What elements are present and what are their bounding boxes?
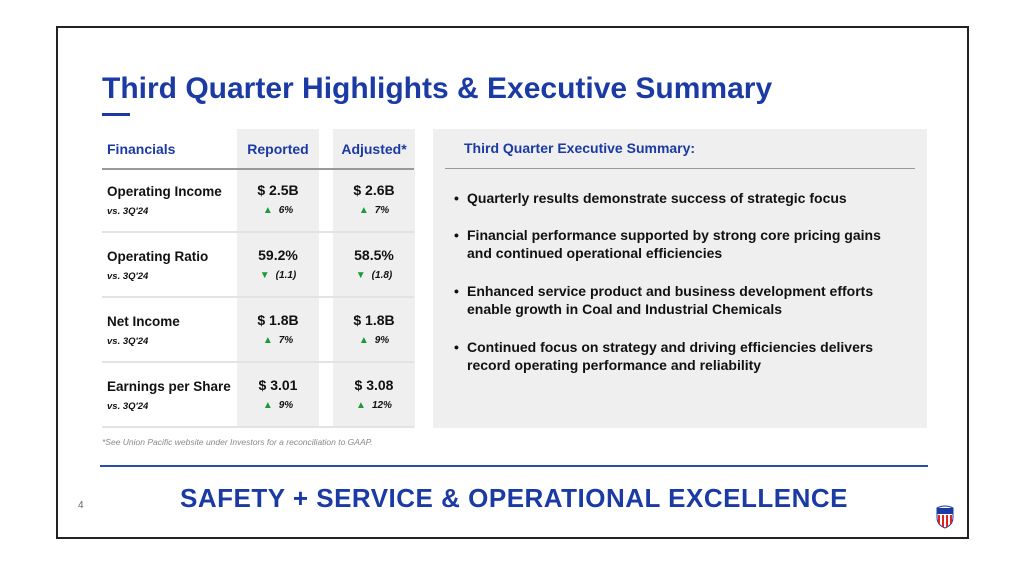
adjusted-value: 58.5% [354,247,394,263]
header-financials: Financials [107,141,176,157]
row-label: Earnings per Share [107,379,231,394]
adjusted-change: ▲ 9% [333,335,415,346]
row-divider [102,231,414,233]
header-reported: Reported [247,141,309,157]
header-divider [102,168,414,170]
triangle-up-icon: ▲ [356,400,366,411]
summary-bullet: Continued focus on strategy and driving … [454,338,907,374]
slide-frame [56,26,969,539]
adjusted-value: $ 2.6B [353,182,395,198]
reported-value: $ 1.8B [257,312,299,328]
reported-column-bg [237,129,319,428]
summary-panel [433,129,927,428]
reported-change: ▲ 7% [237,335,319,346]
reported-change: ▲ 6% [237,205,319,216]
triangle-up-icon: ▲ [262,205,273,216]
row-comparison-label: vs. 3Q'24 [107,206,149,217]
adjusted-change: ▲ 7% [333,205,415,216]
footer-tagline: SAFETY + SERVICE & OPERATIONAL EXCELLENC… [180,483,848,513]
change-value: 9% [278,400,294,411]
row-label: Operating Income [107,184,222,199]
row-label: Operating Ratio [107,249,209,264]
triangle-up-icon: ▲ [262,335,273,346]
page-number: 4 [78,500,84,511]
union-pacific-shield-logo [935,505,955,534]
reported-change: ▼ (1.1) [237,270,319,281]
summary-divider [445,168,915,169]
row-divider [102,296,414,298]
slide-title: Third Quarter Highlights & Executive Sum… [102,72,773,105]
triangle-down-icon: ▼ [259,270,270,281]
reported-value: $ 2.5B [257,182,299,198]
adjusted-value: $ 3.08 [354,377,394,393]
title-accent-bar [102,113,130,116]
adjusted-value: $ 1.8B [353,312,395,328]
row-comparison-label: vs. 3Q'24 [107,271,149,282]
adjusted-column-bg [333,129,415,428]
header-adjusted: Adjusted* [341,141,407,157]
change-value: 7% [278,335,294,346]
row-label: Net Income [107,314,180,329]
footnote: *See Union Pacific website under Investo… [102,437,373,447]
summary-bullet: Quarterly results demonstrate success of… [454,189,907,207]
row-divider [102,426,414,428]
row-comparison-label: vs. 3Q'24 [107,401,149,412]
footer-divider [100,465,928,467]
change-value: (1.8) [371,270,393,281]
triangle-up-icon: ▲ [358,205,369,216]
reported-value: $ 3.01 [258,377,298,393]
triangle-up-icon: ▲ [358,335,369,346]
row-divider [102,361,414,363]
adjusted-change: ▼ (1.8) [333,270,415,281]
reported-change: ▲ 9% [237,400,319,411]
summary-heading: Third Quarter Executive Summary: [464,140,696,156]
row-comparison-label: vs. 3Q'24 [107,336,149,347]
change-value: 7% [374,205,390,216]
change-value: 9% [374,335,390,346]
triangle-up-icon: ▲ [262,400,273,411]
triangle-down-icon: ▼ [355,270,366,281]
change-value: 6% [278,205,294,216]
change-value: (1.1) [275,270,297,281]
adjusted-change: ▲ 12% [333,400,415,411]
change-value: 12% [371,400,392,411]
summary-bullet: Financial performance supported by stron… [454,226,907,262]
reported-value: 59.2% [258,247,298,263]
summary-bullet: Enhanced service product and business de… [454,282,907,318]
